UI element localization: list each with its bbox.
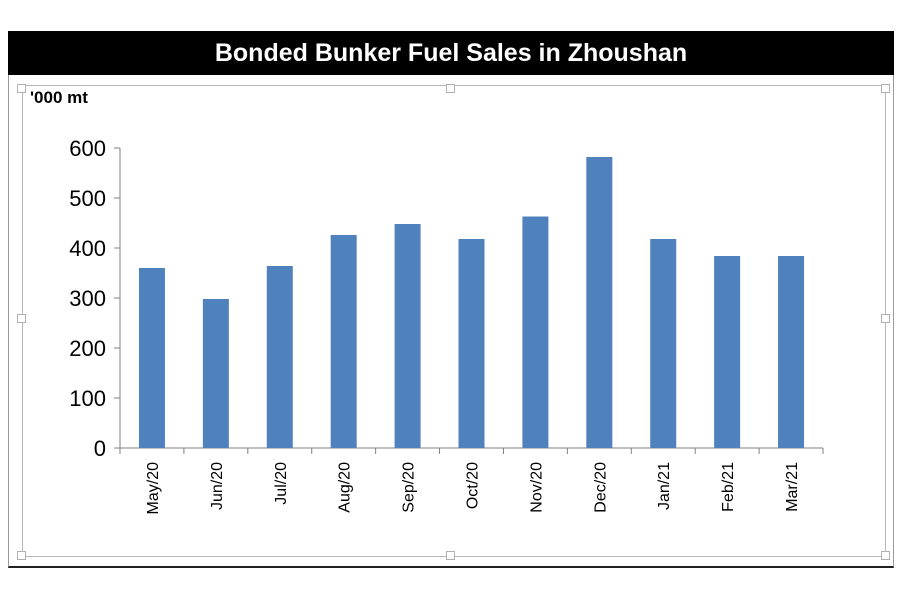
resize-handle-right[interactable] xyxy=(881,314,890,323)
bar xyxy=(650,239,677,448)
x-tick-label: Jun/20 xyxy=(209,462,226,510)
bar xyxy=(266,266,293,448)
resize-handle-top[interactable] xyxy=(446,84,455,93)
x-tick-label: Dec/20 xyxy=(592,462,609,513)
bar xyxy=(522,216,549,448)
y-tick-label: 600 xyxy=(69,136,106,161)
x-tick-label: Oct/20 xyxy=(465,462,482,509)
x-tick-label: Sep/20 xyxy=(401,462,418,513)
y-tick-label: 0 xyxy=(94,436,106,461)
resize-handle-left[interactable] xyxy=(17,314,26,323)
x-tick-label: Jan/21 xyxy=(656,462,673,510)
resize-handle-top-left[interactable] xyxy=(17,84,26,93)
x-tick-label: Feb/21 xyxy=(720,462,737,512)
bar xyxy=(138,268,165,448)
bar xyxy=(394,224,421,448)
chart-title: Bonded Bunker Fuel Sales in Zhoushan xyxy=(8,31,894,75)
x-tick-label: May/20 xyxy=(145,462,162,515)
y-tick-label: 400 xyxy=(69,236,106,261)
bar xyxy=(330,235,357,448)
y-tick-label: 200 xyxy=(69,336,106,361)
x-tick-label: Mar/21 xyxy=(784,462,801,512)
y-tick-label: 500 xyxy=(69,186,106,211)
bar xyxy=(202,299,229,448)
y-tick-label: 300 xyxy=(69,286,106,311)
bar xyxy=(778,256,805,448)
y-axis-unit-label: '000 mt xyxy=(30,88,88,107)
bar xyxy=(586,157,613,448)
x-tick-label: Aug/20 xyxy=(337,462,354,513)
resize-handle-bottom-right[interactable] xyxy=(881,551,890,560)
resize-handle-bottom-left[interactable] xyxy=(17,551,26,560)
x-tick-label: Jul/20 xyxy=(273,462,290,505)
resize-handle-top-right[interactable] xyxy=(881,84,890,93)
bar xyxy=(714,256,741,448)
resize-handle-bottom[interactable] xyxy=(446,551,455,560)
x-tick-label: Nov/20 xyxy=(528,462,545,513)
y-tick-label: 100 xyxy=(69,386,106,411)
bar xyxy=(458,239,485,448)
